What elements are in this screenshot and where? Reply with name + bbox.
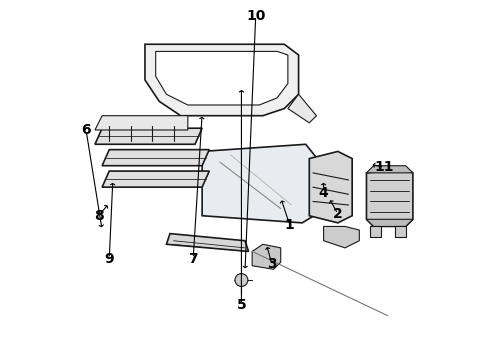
Text: 1: 1 bbox=[285, 218, 294, 231]
Polygon shape bbox=[156, 51, 288, 105]
Text: 5: 5 bbox=[237, 298, 246, 312]
Polygon shape bbox=[367, 166, 413, 173]
Polygon shape bbox=[367, 219, 413, 226]
Polygon shape bbox=[102, 171, 209, 187]
Text: 11: 11 bbox=[374, 161, 394, 175]
Text: 2: 2 bbox=[333, 207, 343, 221]
Polygon shape bbox=[323, 226, 359, 248]
Circle shape bbox=[235, 274, 248, 287]
Polygon shape bbox=[102, 150, 209, 166]
Polygon shape bbox=[95, 128, 202, 144]
Polygon shape bbox=[95, 116, 188, 130]
Text: 10: 10 bbox=[246, 9, 266, 23]
Polygon shape bbox=[370, 226, 381, 237]
Text: 8: 8 bbox=[94, 209, 103, 223]
Polygon shape bbox=[309, 152, 352, 223]
Text: 7: 7 bbox=[188, 252, 198, 266]
Polygon shape bbox=[395, 226, 406, 237]
Polygon shape bbox=[202, 144, 320, 223]
Polygon shape bbox=[252, 244, 281, 269]
Text: 4: 4 bbox=[318, 185, 328, 199]
Polygon shape bbox=[367, 169, 413, 226]
Text: 9: 9 bbox=[104, 252, 114, 266]
Polygon shape bbox=[288, 94, 317, 123]
Text: 6: 6 bbox=[81, 123, 91, 137]
Text: 3: 3 bbox=[267, 257, 276, 271]
Polygon shape bbox=[145, 44, 298, 116]
Polygon shape bbox=[167, 234, 248, 251]
FancyBboxPatch shape bbox=[317, 187, 342, 208]
